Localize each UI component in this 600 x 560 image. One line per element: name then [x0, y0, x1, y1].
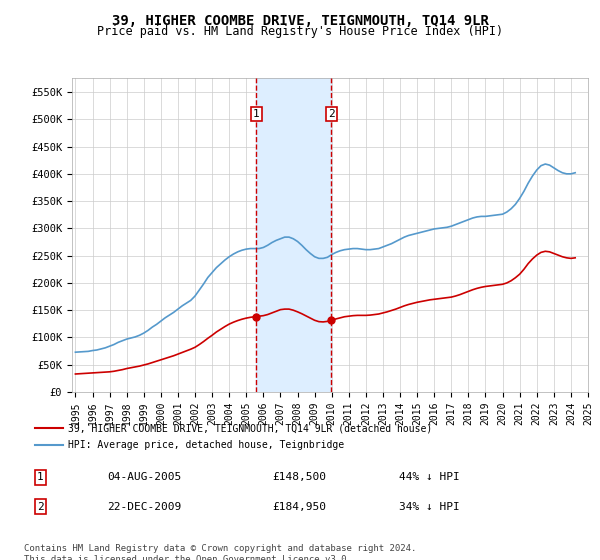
Text: 1: 1 [253, 109, 260, 119]
Text: £184,950: £184,950 [272, 502, 326, 511]
Text: 22-DEC-2009: 22-DEC-2009 [107, 502, 181, 511]
Text: 39, HIGHER COOMBE DRIVE, TEIGNMOUTH, TQ14 9LR: 39, HIGHER COOMBE DRIVE, TEIGNMOUTH, TQ1… [112, 14, 488, 28]
Bar [256, 78, 331, 392]
Text: 2: 2 [328, 109, 335, 119]
Text: 39, HIGHER COOMBE DRIVE, TEIGNMOUTH, TQ14 9LR (detached house): 39, HIGHER COOMBE DRIVE, TEIGNMOUTH, TQ1… [68, 423, 433, 433]
Text: 1: 1 [37, 473, 44, 482]
Text: Price paid vs. HM Land Registry's House Price Index (HPI): Price paid vs. HM Land Registry's House … [97, 25, 503, 38]
Text: 44% ↓ HPI: 44% ↓ HPI [400, 473, 460, 482]
Text: 2: 2 [37, 502, 44, 511]
Text: 34% ↓ HPI: 34% ↓ HPI [400, 502, 460, 511]
Text: HPI: Average price, detached house, Teignbridge: HPI: Average price, detached house, Teig… [68, 440, 344, 450]
Text: Contains HM Land Registry data © Crown copyright and database right 2024.
This d: Contains HM Land Registry data © Crown c… [24, 544, 416, 560]
Text: 04-AUG-2005: 04-AUG-2005 [107, 473, 181, 482]
Text: £148,500: £148,500 [272, 473, 326, 482]
